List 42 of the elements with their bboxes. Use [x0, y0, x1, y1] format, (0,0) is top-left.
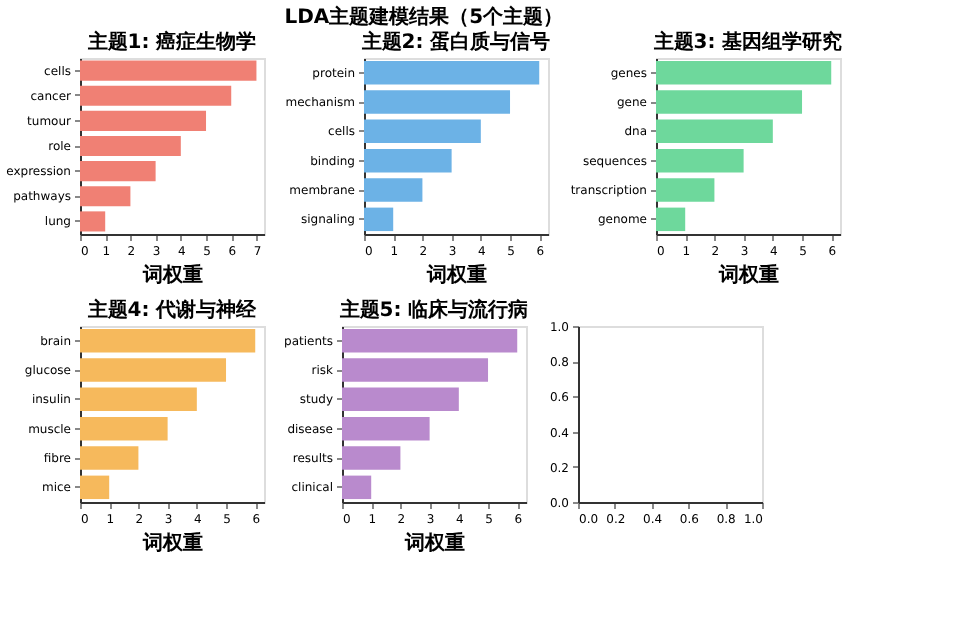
chart-title: 主题3: 基因组学研究: [651, 30, 843, 54]
bar: [80, 416, 168, 441]
bar: [364, 60, 540, 85]
bar: [80, 475, 110, 500]
bar: [656, 119, 773, 144]
bar: [364, 178, 423, 202]
bar: [342, 475, 372, 500]
bar: [342, 387, 459, 412]
chart-title: 主题2: 蛋白质与信号: [359, 30, 551, 54]
bar: [364, 207, 394, 232]
chart-title: 主题1: 癌症生物学: [85, 30, 257, 54]
bar: [80, 110, 207, 131]
bar: [342, 446, 401, 470]
bar: [364, 148, 452, 173]
bar: [656, 207, 686, 232]
bar: [80, 186, 131, 207]
bar: [342, 416, 430, 441]
bar: [80, 211, 106, 232]
bar: [364, 119, 481, 144]
bar: [656, 60, 832, 85]
chart-title: 主题5: 临床与流行病: [337, 298, 529, 322]
bar: [80, 135, 181, 157]
x-axis-title: 词权重: [141, 531, 203, 555]
x-axis-title: 词权重: [141, 263, 203, 287]
bar: [342, 328, 518, 353]
bar: [80, 328, 256, 353]
bar: [80, 85, 232, 106]
bar: [364, 90, 511, 114]
bar: [342, 358, 489, 382]
bar: [80, 358, 227, 382]
bar: [656, 90, 803, 114]
bar: [80, 446, 139, 470]
text: LDA主题建模结果（5个主题）: [284, 5, 564, 29]
x-axis-title: 词权重: [425, 263, 487, 287]
x-axis-title: 词权重: [403, 531, 465, 555]
bar: [80, 387, 197, 412]
bar: [656, 148, 744, 173]
chart-title: 主题4: 代谢与神经: [85, 298, 259, 322]
x-axis-title: 词权重: [717, 263, 779, 287]
bar: [80, 161, 156, 182]
bar: [80, 60, 257, 81]
bar: [656, 178, 715, 202]
